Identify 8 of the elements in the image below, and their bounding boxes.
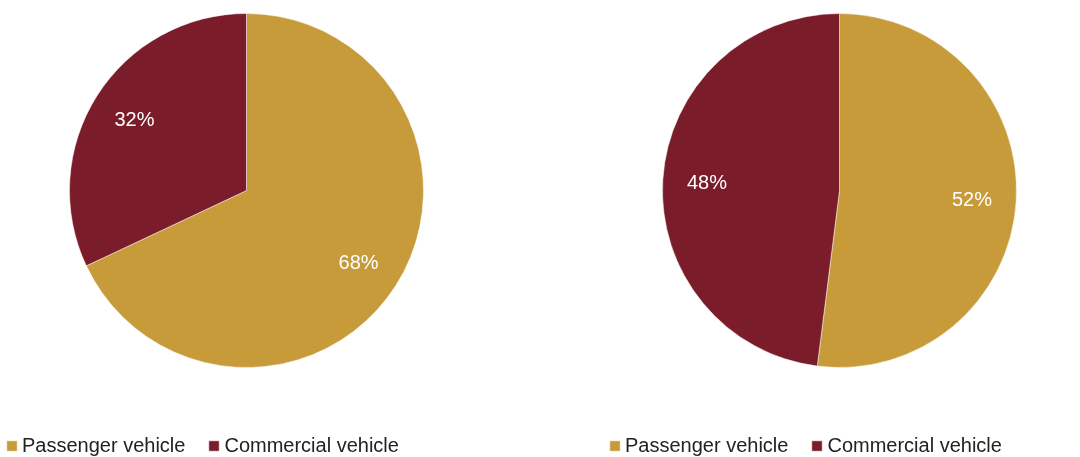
legend-label: Passenger vehicle bbox=[22, 434, 186, 457]
data-label: 68% bbox=[338, 250, 379, 273]
data-label: 32% bbox=[114, 108, 155, 131]
legend-label: Passenger vehicle bbox=[625, 434, 789, 457]
data-label: 52% bbox=[951, 187, 993, 210]
data-label: 48% bbox=[687, 171, 728, 194]
legend-label: Commercial vehicle bbox=[827, 434, 1002, 457]
legend-label: Commercial vehicle bbox=[224, 434, 399, 457]
